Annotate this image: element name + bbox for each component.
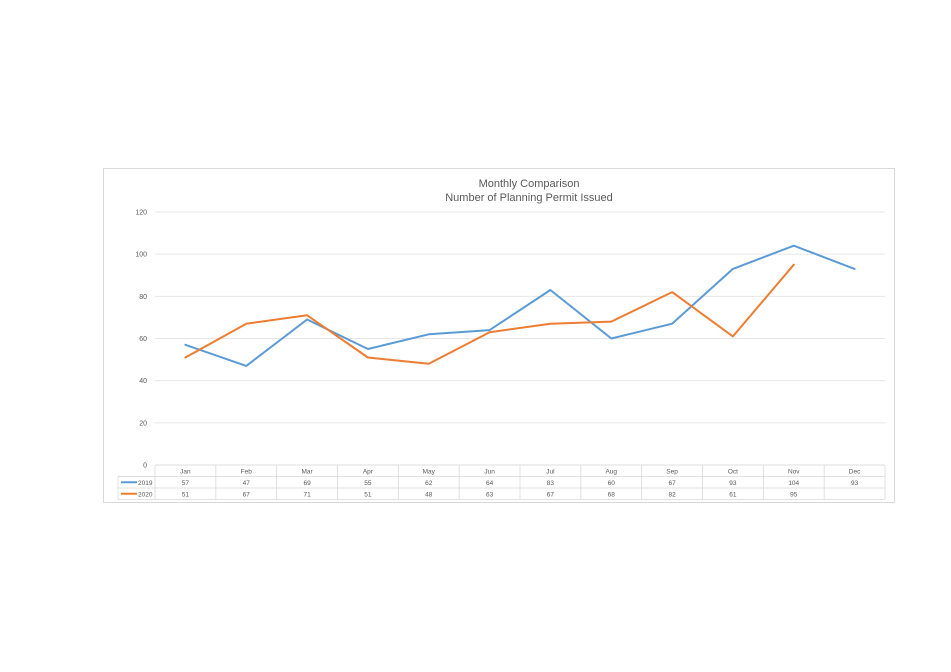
chart-frame: Monthly Comparison Number of Planning Pe… [103,168,895,503]
data-label: 67 [668,480,676,487]
x-tick-label: Jul [546,468,555,475]
data-label: 95 [790,491,798,498]
data-label: 61 [729,491,737,498]
x-tick-label: Jun [484,468,495,475]
y-tick-label: 100 [135,252,147,259]
chart-title: Monthly Comparison [479,178,580,190]
y-tick-label: 40 [139,378,147,385]
data-label: 93 [729,480,737,487]
data-label: 82 [668,491,676,498]
data-label: 47 [243,480,251,487]
data-label: 67 [547,491,555,498]
line-chart: Monthly Comparison Number of Planning Pe… [117,178,886,500]
x-tick-label: Mar [301,468,313,475]
data-label: 68 [608,491,616,498]
data-label: 51 [182,491,190,498]
x-tick-label: Apr [363,468,374,475]
y-tick-label: 80 [139,294,147,301]
x-tick-label: Nov [788,468,800,475]
legend-label-2019: 2019 [138,480,153,487]
data-label: 51 [364,491,372,498]
data-label: 69 [303,480,311,487]
x-tick-label: Feb [241,468,253,475]
y-tick-label: 120 [135,210,147,217]
x-tick-label: Oct [728,468,738,475]
chart-subtitle: Number of Planning Permit Issued [445,192,613,204]
x-tick-label: Jan [180,468,191,475]
data-label: 62 [425,480,433,487]
data-label: 64 [486,480,494,487]
series-line-2020 [184,263,795,365]
data-label: 55 [364,480,372,487]
data-table: Jan Feb Mar Apr May Jun Jul Aug Sep Oct Nov Dec 2019… [117,464,886,500]
data-label: 63 [486,491,494,498]
series-line-2019 [184,244,856,367]
x-tick-label: Sep [666,468,678,475]
data-label: 60 [608,480,616,487]
data-label: 83 [547,480,555,487]
series-lines [184,244,856,367]
data-label: 71 [303,491,311,498]
data-label: 93 [851,480,859,487]
y-tick-label: 20 [139,420,147,427]
y-axis: 0 20 40 60 80 100 120 [135,210,147,470]
data-label: 104 [788,480,799,487]
y-tick-label: 0 [143,463,147,470]
x-tick-label: Aug [605,468,617,475]
gridlines [155,211,885,466]
data-label: 48 [425,491,433,498]
y-tick-label: 60 [139,336,147,343]
data-label: 67 [243,491,251,498]
data-label: 57 [182,480,190,487]
x-tick-label: May [423,468,436,475]
legend-label-2020: 2020 [138,491,153,498]
x-tick-label: Dec [849,468,861,475]
